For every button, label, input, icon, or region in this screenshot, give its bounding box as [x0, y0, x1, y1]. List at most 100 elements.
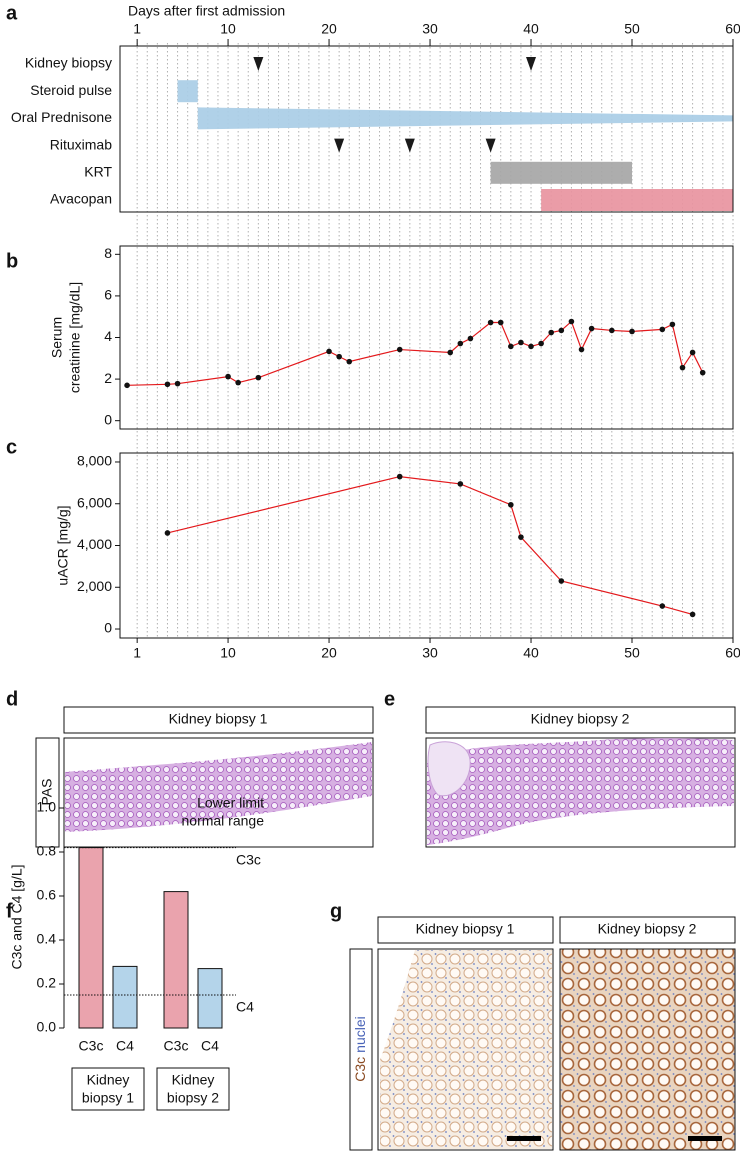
y-tick-label: 8,000: [77, 453, 112, 469]
data-point: [609, 327, 615, 334]
data-point: [326, 348, 332, 355]
image-title: Kidney biopsy 2: [531, 711, 630, 727]
reference-label: C3c: [236, 851, 261, 867]
data-point: [225, 373, 231, 380]
panel-label: b: [6, 250, 18, 272]
title-box: [377, 916, 554, 944]
panel-label: e: [384, 688, 395, 710]
x-tick-label: 1: [133, 645, 141, 661]
data-point: [235, 379, 241, 386]
data-point: [497, 319, 504, 326]
x-tick-label: 10: [220, 645, 236, 661]
x-tick-label: C3c: [164, 1038, 189, 1054]
scale-bar: [507, 1136, 541, 1141]
data-point: [548, 329, 555, 336]
data-point: [164, 381, 171, 388]
taper-bar: [197, 107, 734, 130]
y-tick-label: 0: [104, 620, 112, 636]
y-axis-label: uACR [mg/g]: [55, 505, 71, 585]
group-box: [156, 1067, 230, 1111]
data-point: [508, 501, 514, 508]
data-point: [659, 326, 666, 333]
data-point: [447, 349, 454, 356]
y-tick-label: 0.2: [37, 975, 57, 991]
x-tick-label: 50: [624, 645, 640, 661]
row-label: Oral Prednisone: [11, 109, 112, 125]
event-marker: [526, 57, 537, 71]
data-point: [487, 319, 494, 326]
bar: [197, 968, 223, 1029]
image-title: Kidney biopsy 2: [598, 921, 697, 937]
row-label: Kidney biopsy: [25, 55, 112, 71]
data-point: [518, 339, 524, 346]
scale-bar: [688, 1136, 722, 1141]
x-tick-label: 20: [321, 645, 337, 661]
data-point: [578, 346, 585, 353]
event-marker: [253, 57, 264, 71]
data-point: [588, 325, 595, 332]
y-tick-label: 2: [104, 370, 112, 386]
tissue: [427, 738, 734, 845]
data-point: [669, 321, 676, 328]
data-point: [689, 611, 696, 618]
data-point: [508, 343, 514, 350]
y-tick-label: 4: [104, 328, 112, 344]
data-point: [255, 374, 262, 381]
x-tick-label: 30: [422, 21, 438, 37]
data-point: [699, 369, 706, 376]
stain-name: nuclei: [352, 1016, 368, 1053]
data-point: [558, 327, 565, 334]
data-point: [346, 358, 353, 365]
range-bar: [177, 80, 198, 103]
y-tick-label: 0.4: [37, 931, 57, 947]
row-label: KRT: [84, 164, 112, 180]
data-point: [396, 346, 403, 353]
y-tick-label: 4,000: [77, 536, 112, 552]
data-point: [689, 349, 696, 356]
data-point: [518, 534, 524, 540]
tissue: [427, 741, 471, 797]
annotation: Lower limit: [197, 794, 264, 810]
bar: [78, 847, 104, 1029]
x-tick-label: C3c: [79, 1038, 104, 1054]
data-point: [528, 343, 534, 350]
y-tick-label: 0.8: [37, 843, 57, 859]
row-label: Steroid pulse: [30, 82, 112, 98]
event-marker: [485, 138, 496, 153]
stain-box: [349, 948, 373, 1151]
stain-label: PAS: [39, 779, 55, 806]
group-label: Kidney: [87, 1072, 130, 1088]
y-tick-label: 2,000: [77, 578, 112, 594]
group-box: [71, 1067, 145, 1111]
frame: [119, 245, 734, 430]
tissue: [65, 742, 372, 832]
data-point: [467, 335, 474, 342]
group-label: biopsy 2: [167, 1090, 219, 1106]
data-point: [457, 340, 464, 347]
frame: [119, 452, 734, 639]
data-point: [457, 481, 464, 487]
title-box: [63, 706, 374, 734]
panel-label: f: [6, 900, 13, 922]
image-title: Kidney biopsy 1: [416, 921, 515, 937]
data-point: [124, 382, 130, 389]
y-tick-label: 0.0: [37, 1019, 57, 1035]
data-point: [538, 340, 544, 347]
x-tick-label: C4: [116, 1038, 134, 1054]
panel-label: c: [6, 436, 17, 458]
x-tick-label: 60: [725, 645, 740, 661]
title-box: [559, 916, 736, 944]
range-bar: [490, 161, 633, 184]
stain-label: C3c nuclei: [352, 1016, 368, 1082]
x-tick-label: 50: [624, 21, 640, 37]
y-tick-label: 1.0: [37, 799, 57, 815]
panel-label: d: [6, 688, 18, 710]
image-title: Kidney biopsy 1: [169, 711, 268, 727]
tissue: [380, 950, 552, 1149]
data-point: [679, 364, 686, 371]
x-tick-label: 1: [133, 21, 141, 37]
y-axis-label: C3c and C4 [g/L]: [9, 864, 25, 969]
group-label: Kidney: [172, 1072, 215, 1088]
data-point: [174, 380, 181, 387]
